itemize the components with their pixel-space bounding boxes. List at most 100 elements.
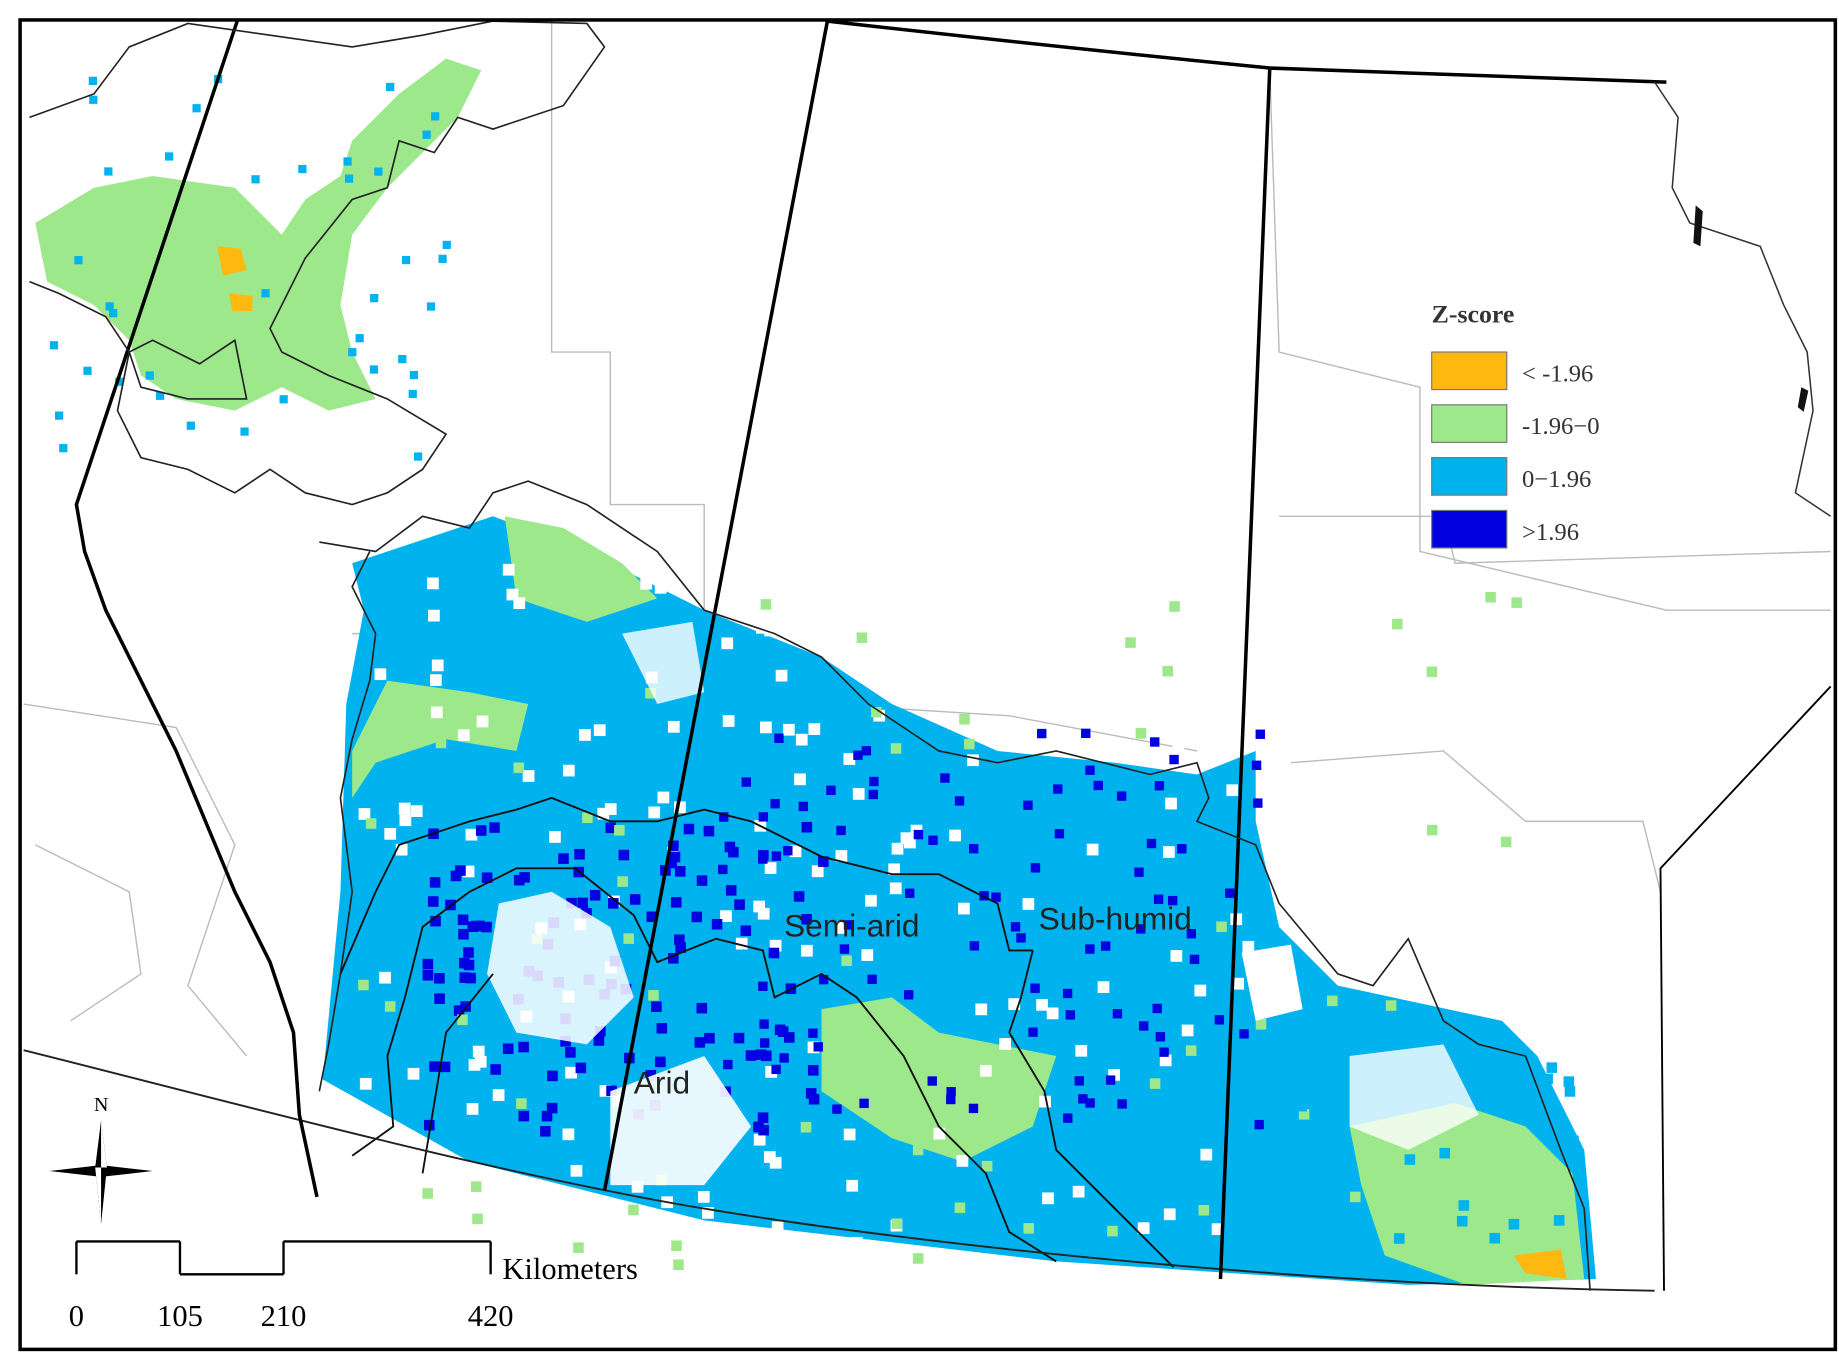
- data-cell: [562, 764, 575, 777]
- data-cell: [398, 354, 407, 364]
- data-cell: [582, 812, 593, 824]
- data-cell: [758, 981, 768, 991]
- data-cell: [1150, 737, 1160, 747]
- data-cell: [49, 341, 59, 350]
- data-cell: [89, 95, 98, 104]
- data-cell: [1053, 784, 1063, 794]
- data-cell: [427, 577, 439, 590]
- data-cell: [59, 444, 68, 453]
- data-cell: [1216, 921, 1227, 933]
- province-borders: [74, 19, 1832, 1291]
- data-cell: [835, 850, 848, 862]
- data-cell: [1085, 944, 1095, 954]
- data-cell: [109, 309, 118, 318]
- data-cell: [1181, 1024, 1194, 1037]
- data-cell: [856, 632, 868, 643]
- data-cell: [999, 1038, 1012, 1050]
- data-cell: [631, 1180, 644, 1193]
- data-cell: [74, 256, 83, 265]
- data-cell: [1329, 1112, 1340, 1124]
- data-cell: [1105, 1075, 1116, 1085]
- data-cell: [463, 947, 474, 958]
- data-cell: [967, 754, 979, 767]
- data-cell: [928, 835, 938, 845]
- data-cell: [1385, 1000, 1397, 1011]
- data-cell: [673, 1259, 684, 1271]
- data-cell: [768, 947, 780, 959]
- data-cell: [775, 669, 788, 682]
- data-cell: [1093, 780, 1103, 791]
- data-cell: [1123, 662, 1136, 675]
- data-cell: [865, 894, 877, 907]
- data-cell: [431, 112, 440, 121]
- data-cell: [1072, 1185, 1085, 1198]
- data-cell: [595, 1025, 606, 1037]
- data-cell: [1042, 1192, 1054, 1205]
- data-cell: [758, 812, 769, 822]
- data-cell: [910, 1080, 921, 1091]
- data-cell: [808, 1093, 820, 1105]
- data-cell: [696, 1002, 708, 1014]
- data-cell: [1022, 898, 1035, 910]
- data-cell: [1112, 684, 1124, 697]
- data-cell: [770, 799, 780, 809]
- north-arrow: N: [49, 1094, 153, 1224]
- data-cell: [720, 910, 732, 923]
- scale-label: 105: [157, 1299, 203, 1333]
- data-cell: [425, 1193, 437, 1206]
- data-cell: [794, 773, 806, 786]
- data-cell: [1116, 791, 1127, 801]
- data-cell: [753, 1121, 764, 1133]
- area-neg1.96-0: [821, 997, 1057, 1162]
- legend-title: Z-score: [1432, 300, 1515, 329]
- data-cell: [460, 1001, 471, 1012]
- data-cell: [565, 1066, 577, 1079]
- data-cell: [834, 922, 847, 934]
- data-cell: [645, 1069, 657, 1081]
- scale-label: 210: [261, 1299, 307, 1333]
- data-cell: [795, 733, 808, 746]
- data-cell: [88, 76, 97, 85]
- data-cell: [891, 842, 904, 855]
- data-cell: [455, 865, 466, 876]
- data-cell: [513, 762, 525, 774]
- data-cell: [1146, 838, 1157, 849]
- data-cell: [410, 805, 423, 818]
- data-cell: [913, 829, 924, 840]
- data-cell: [617, 876, 628, 887]
- data-cell: [1177, 844, 1187, 854]
- data-cell: [668, 953, 679, 964]
- data-cell: [516, 1098, 527, 1109]
- data-cell: [927, 1076, 937, 1086]
- data-cell: [933, 1127, 946, 1140]
- data-cell: [981, 1160, 993, 1172]
- data-cell: [760, 721, 772, 734]
- data-cell: [105, 302, 114, 311]
- legend-swatch: [1431, 457, 1508, 496]
- region-label: Sub-humid: [1039, 900, 1192, 936]
- data-cell: [832, 1104, 842, 1114]
- data-cell: [949, 829, 961, 842]
- data-cell: [667, 720, 680, 733]
- data-cell: [428, 609, 440, 622]
- data-cell: [492, 1089, 505, 1101]
- data-cell: [408, 389, 417, 399]
- data-cell: [674, 866, 686, 877]
- data-cell: [1135, 728, 1147, 739]
- data-cell: [859, 579, 872, 592]
- data-cell: [759, 1038, 770, 1048]
- data-cell: [991, 892, 1001, 902]
- data-cell: [474, 920, 485, 932]
- data-cell: [1039, 1095, 1051, 1108]
- data-cell: [608, 898, 619, 909]
- scale-unit: Kilometers: [502, 1252, 638, 1286]
- north-label: N: [94, 1094, 108, 1116]
- data-cell: [1255, 1018, 1267, 1030]
- data-cell: [1546, 1062, 1558, 1073]
- data-cell: [725, 885, 737, 896]
- data-cell: [413, 452, 423, 461]
- data-cell: [655, 1056, 666, 1068]
- data-cell: [1500, 836, 1512, 848]
- data-cell: [1338, 1232, 1350, 1244]
- data-cell: [629, 894, 641, 905]
